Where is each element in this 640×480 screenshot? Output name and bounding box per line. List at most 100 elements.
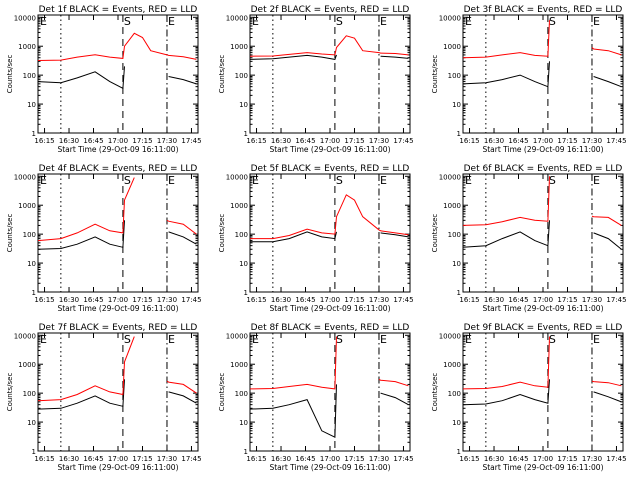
x-tick-label: 17:00 — [320, 455, 340, 463]
panel-title: Det 6f BLACK = Events, RED = LLD — [464, 164, 623, 174]
x-tick-label: 16:45 — [83, 455, 103, 463]
x-tick-label: 17:00 — [108, 296, 128, 304]
y-axis-label: Counts/sec — [431, 373, 439, 412]
marker-label-e: E — [593, 333, 600, 346]
x-tick-label: 16:45 — [83, 296, 103, 304]
lld-series — [462, 176, 622, 226]
x-tick-label: 17:30 — [369, 296, 389, 304]
y-tick-label: 10000 — [226, 332, 248, 340]
y-tick-label: 10 — [27, 419, 36, 427]
events-series — [249, 54, 409, 60]
x-tick-label: 17:15 — [132, 137, 152, 145]
x-axis-label: Start Time (29-Oct-09 16:11:00) — [57, 304, 178, 313]
marker-label-e: E — [40, 174, 47, 187]
y-tick-label: 10 — [452, 419, 461, 427]
x-tick-label: 16:15 — [246, 455, 266, 463]
lld-series — [249, 35, 409, 57]
marker-label-e: E — [465, 15, 472, 28]
chart-panel-5: Det 5f BLACK = Events, RED = LLD 1 10 100 10… — [218, 164, 414, 313]
x-tick-label: 16:45 — [295, 455, 315, 463]
chart-panel-1: Det 1f BLACK = Events, RED = LLD 1 10 100 10… — [6, 5, 202, 154]
x-tick-label: 17:00 — [533, 137, 553, 145]
events-series — [37, 220, 197, 250]
y-axis-label: Counts/sec — [6, 373, 14, 412]
x-tick-label: 17:15 — [344, 455, 364, 463]
plot-frame — [249, 173, 411, 293]
y-tick-label: 100 — [235, 390, 248, 398]
y-tick-label: 1 — [32, 130, 36, 138]
panel-title: Det 1f BLACK = Events, RED = LLD — [39, 5, 198, 15]
y-tick-label: 1000 — [18, 202, 36, 210]
marker-label-s: S — [549, 174, 556, 187]
lld-series — [462, 20, 622, 59]
x-tick-label: 17:15 — [344, 137, 364, 145]
panel-title: Det 5f BLACK = Events, RED = LLD — [251, 164, 410, 174]
marker-label-s: S — [549, 15, 556, 28]
y-tick-label: 1000 — [230, 202, 248, 210]
y-tick-label: 10 — [27, 101, 36, 109]
panel-title: Det 4f BLACK = Events, RED = LLD — [39, 164, 198, 174]
x-tick-label: 17:15 — [557, 296, 577, 304]
marker-label-e: E — [40, 15, 47, 28]
y-tick-label: 10 — [27, 260, 36, 268]
x-tick-label: 16:30 — [59, 137, 79, 145]
y-axis-label: Counts/sec — [431, 214, 439, 253]
plot-frame — [37, 332, 199, 452]
x-axis-label: Start Time (29-Oct-09 16:11:00) — [482, 304, 603, 313]
y-tick-label: 1 — [457, 448, 461, 456]
marker-label-s: S — [336, 333, 343, 346]
plot-frame — [462, 173, 624, 293]
events-series — [462, 61, 622, 88]
x-tick-label: 16:45 — [508, 296, 528, 304]
marker-label-e: E — [465, 174, 472, 187]
x-tick-label: 16:15 — [246, 296, 266, 304]
plot-frame — [462, 332, 624, 452]
y-tick-label: 10 — [239, 260, 248, 268]
x-tick-label: 17:45 — [606, 137, 626, 145]
y-axis-label: Counts/sec — [218, 214, 226, 253]
x-tick-label: 17:00 — [533, 455, 553, 463]
x-tick-label: 16:30 — [484, 296, 504, 304]
plot-frame — [249, 14, 411, 134]
x-axis-label: Start Time (29-Oct-09 16:11:00) — [482, 145, 603, 154]
x-tick-label: 17:15 — [557, 455, 577, 463]
marker-label-e: E — [168, 333, 175, 346]
x-tick-label: 17:00 — [108, 137, 128, 145]
x-tick-label: 17:30 — [157, 296, 177, 304]
y-tick-label: 100 — [23, 231, 36, 239]
x-tick-label: 17:30 — [157, 137, 177, 145]
x-tick-label: 17:45 — [606, 455, 626, 463]
marker-label-s: S — [336, 15, 343, 28]
x-axis-label: Start Time (29-Oct-09 16:11:00) — [269, 463, 390, 472]
x-tick-label: 17:00 — [533, 296, 553, 304]
marker-label-e: E — [593, 174, 600, 187]
plot-frame — [37, 14, 199, 134]
lld-series — [37, 336, 197, 402]
y-tick-label: 100 — [448, 231, 461, 239]
y-axis-label: Counts/sec — [431, 55, 439, 94]
y-tick-label: 100 — [235, 72, 248, 80]
events-series — [250, 231, 409, 243]
y-tick-label: 100 — [448, 72, 461, 80]
x-tick-label: 17:15 — [344, 296, 364, 304]
y-tick-label: 10000 — [14, 14, 36, 22]
y-tick-label: 10000 — [439, 332, 461, 340]
y-tick-label: 100 — [448, 390, 461, 398]
x-tick-label: 17:45 — [181, 296, 201, 304]
marker-label-e: E — [380, 333, 387, 346]
y-tick-label: 1 — [244, 130, 248, 138]
chart-panel-4: Det 4f BLACK = Events, RED = LLD 1 10 100 10… — [6, 164, 202, 313]
x-tick-label: 17:30 — [157, 455, 177, 463]
x-tick-label: 16:15 — [246, 137, 266, 145]
x-tick-label: 16:45 — [83, 137, 103, 145]
x-axis-label: Start Time (29-Oct-09 16:11:00) — [57, 145, 178, 154]
y-tick-label: 1000 — [443, 361, 461, 369]
x-tick-label: 17:45 — [393, 455, 413, 463]
plot-frame — [462, 14, 624, 134]
x-tick-label: 16:15 — [34, 296, 54, 304]
marker-label-s: S — [124, 15, 131, 28]
x-tick-label: 17:30 — [582, 455, 602, 463]
y-tick-label: 10 — [239, 419, 248, 427]
plot-frame — [249, 332, 411, 452]
